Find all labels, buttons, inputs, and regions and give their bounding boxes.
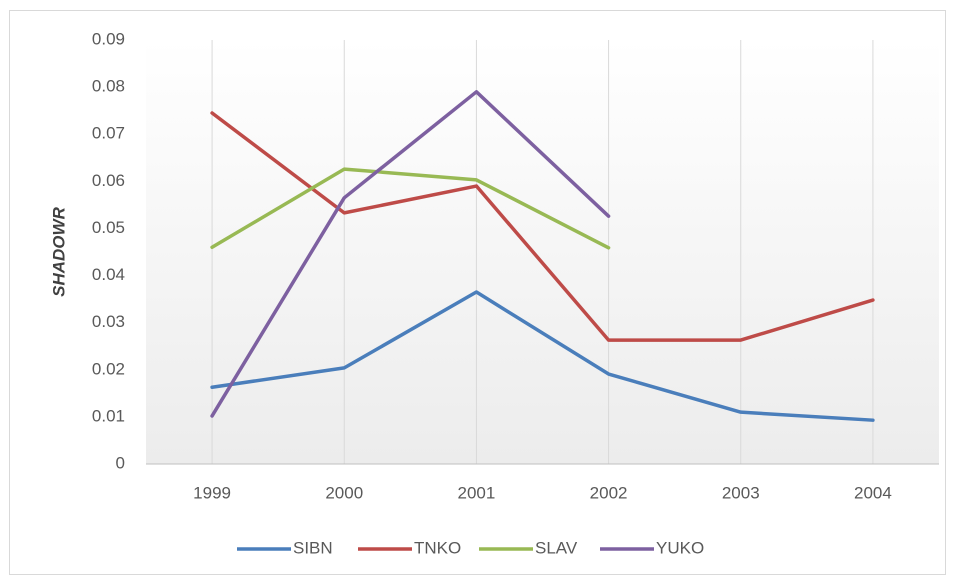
series-line bbox=[210, 167, 611, 250]
y-tick-label: 0.02 bbox=[92, 359, 125, 378]
y-tick-label: 0.04 bbox=[92, 265, 125, 284]
legend-label: SLAV bbox=[535, 538, 578, 557]
series-line bbox=[210, 290, 875, 422]
y-axis-title: SHADOWR bbox=[49, 206, 68, 296]
x-tick-label: 2000 bbox=[325, 483, 363, 502]
y-tick-label: 0.06 bbox=[92, 171, 125, 190]
y-tick-label: 0.03 bbox=[92, 312, 125, 331]
x-tick-label: 2004 bbox=[854, 483, 892, 502]
y-tick-label: 0 bbox=[116, 453, 125, 472]
x-tick-label: 2003 bbox=[722, 483, 760, 502]
y-tick-label: 0.01 bbox=[92, 406, 125, 425]
y-tick-label: 0.07 bbox=[92, 124, 125, 143]
x-tick-label: 1999 bbox=[193, 483, 231, 502]
y-tick-label: 0.05 bbox=[92, 218, 125, 237]
y-tick-label: 0.09 bbox=[92, 29, 125, 48]
y-tick-label: 0.08 bbox=[92, 77, 125, 96]
legend-label: YUKO bbox=[656, 538, 704, 557]
legend-label: SIBN bbox=[293, 538, 333, 557]
plot-area bbox=[146, 40, 939, 464]
x-tick-label: 2001 bbox=[458, 483, 496, 502]
x-tick-label: 2002 bbox=[590, 483, 628, 502]
series-line bbox=[210, 111, 875, 342]
series-line bbox=[210, 90, 611, 418]
legend-label: TNKO bbox=[414, 538, 461, 557]
